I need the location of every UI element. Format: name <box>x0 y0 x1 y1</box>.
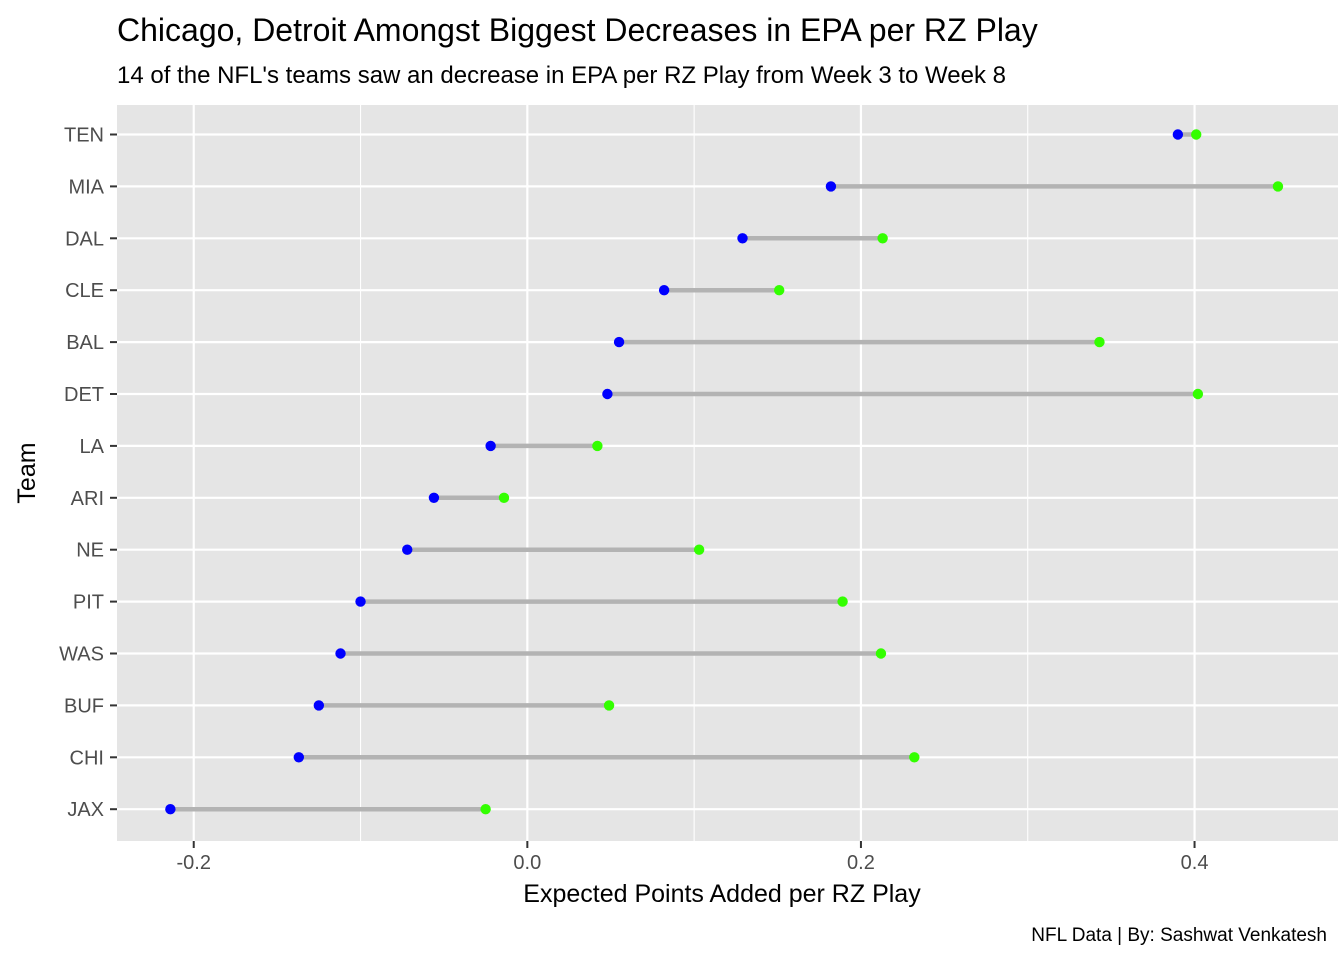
y-tick-label-ne: NE <box>76 540 104 562</box>
blue-point-cle <box>658 285 670 296</box>
y-tick-label-buf: BUF <box>64 695 104 717</box>
green-point-buf <box>603 700 615 711</box>
y-tick-label-det: DET <box>64 384 104 406</box>
blue-point-ari <box>428 492 440 503</box>
blue-point-det <box>602 388 613 400</box>
x-tick-label: 0.2 <box>847 852 875 874</box>
y-tick-label-ten: TEN <box>64 125 104 147</box>
blue-point-la <box>485 440 496 452</box>
chart-subtitle: 14 of the NFL's teams saw an decrease in… <box>117 62 1006 89</box>
y-tick-label-bal: BAL <box>66 332 104 354</box>
green-point-det <box>1192 388 1204 400</box>
y-tick-label-chi: CHI <box>70 747 104 769</box>
green-point-ne <box>693 544 705 555</box>
y-tick-label-mia: MIA <box>68 176 104 198</box>
green-point-la <box>592 440 603 452</box>
y-tick-label-pit: PIT <box>73 592 104 614</box>
blue-point-bal <box>613 336 625 348</box>
blue-point-ten <box>1172 129 1184 140</box>
x-tick-label: 0.4 <box>1181 852 1209 874</box>
green-point-pit <box>837 596 848 607</box>
green-point-ten <box>1191 129 1202 140</box>
y-tick-label-dal: DAL <box>65 228 104 250</box>
blue-point-dal <box>737 233 748 244</box>
plot-panel <box>117 105 1338 841</box>
blue-point-was <box>335 648 346 659</box>
x-axis-title: Expected Points Added per RZ Play <box>523 880 921 908</box>
y-tick-label-cle: CLE <box>65 280 104 302</box>
y-tick-label-was: WAS <box>59 644 104 666</box>
dumbbell-segments <box>170 132 1278 812</box>
blue-point-chi <box>293 752 305 763</box>
y-axis-title: Team <box>13 442 41 503</box>
blue-point-buf <box>313 700 325 711</box>
x-axis: -0.2 0.0 0.2 0.4 <box>176 841 1208 874</box>
blue-point-pit <box>355 596 366 607</box>
chart-caption: NFL Data | By: Sashwat Venkatesh <box>1031 925 1327 946</box>
blue-point-ne <box>402 544 413 555</box>
green-point-mia <box>1272 181 1284 192</box>
y-axis: TEN MIA DAL CLE BAL DET LA ARI NE PIT WAS BUF CHI JAX <box>59 125 117 821</box>
x-tick-label: -0.2 <box>176 852 210 874</box>
green-point-cle <box>774 285 785 296</box>
green-point-dal <box>877 233 888 244</box>
green-point-chi <box>909 752 920 763</box>
green-point-was <box>875 648 887 659</box>
green-point-jax <box>480 804 491 815</box>
y-tick-label-jax: JAX <box>67 799 104 821</box>
y-tick-label-ari: ARI <box>71 488 104 510</box>
blue-point-jax <box>165 804 176 815</box>
chart-title: Chicago, Detroit Amongst Biggest Decreas… <box>117 12 1038 48</box>
x-tick-label: 0.0 <box>513 852 541 874</box>
green-point-ari <box>498 492 510 503</box>
green-point-bal <box>1094 336 1105 348</box>
blue-point-mia <box>825 181 837 192</box>
y-tick-label-la: LA <box>80 436 105 458</box>
dumbbell-points <box>165 129 1284 815</box>
